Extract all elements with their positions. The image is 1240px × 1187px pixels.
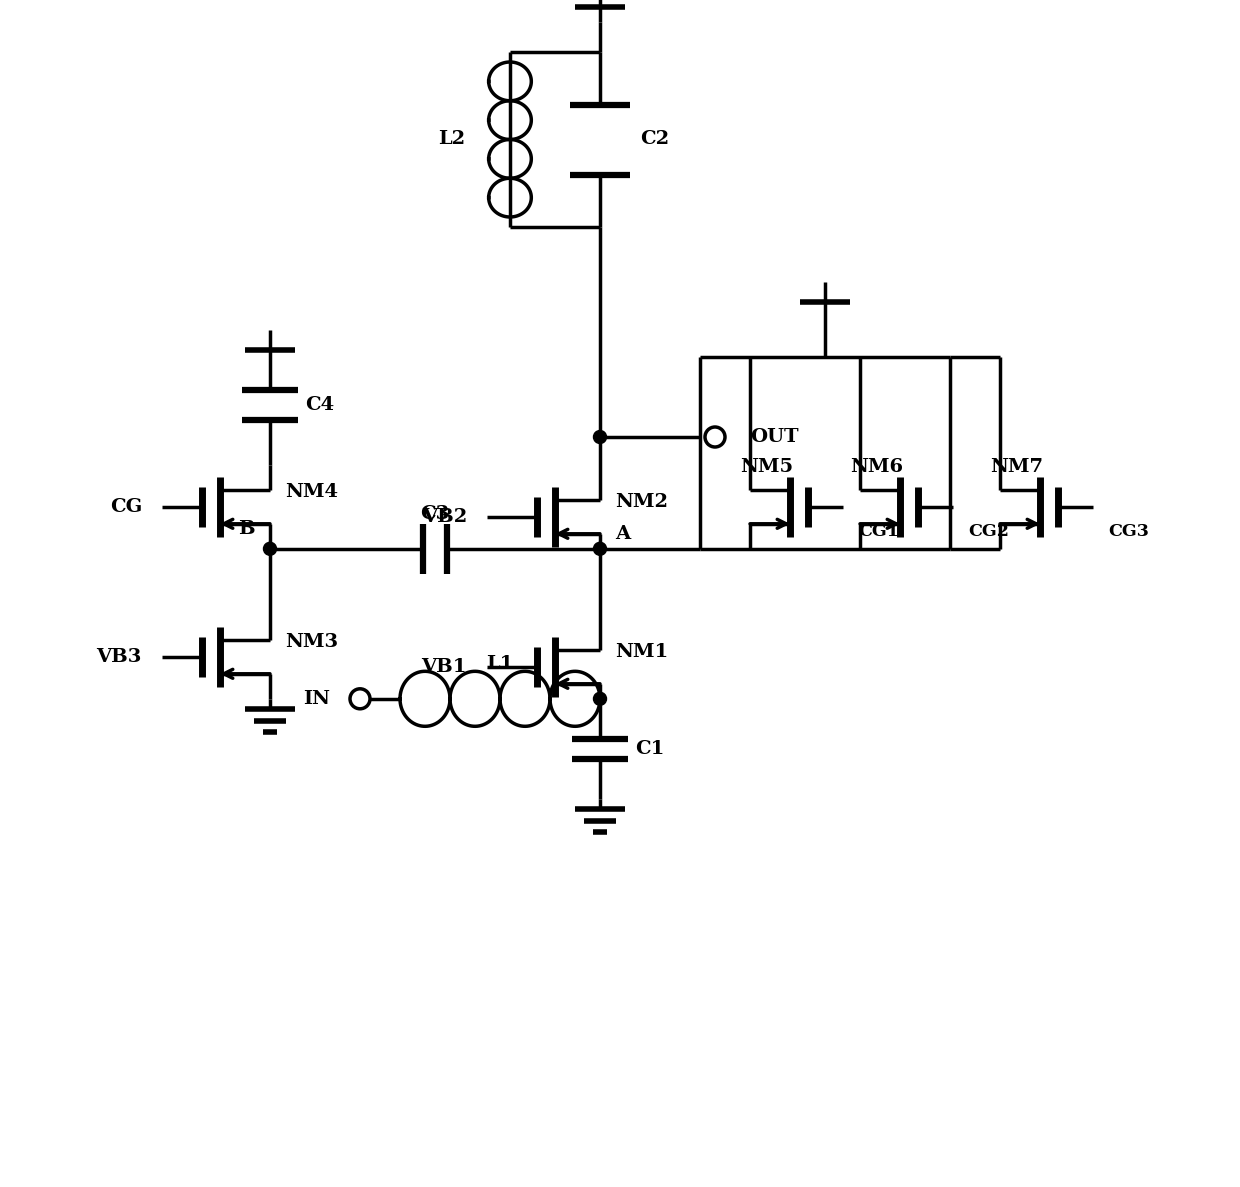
- Text: NM2: NM2: [615, 493, 668, 510]
- Text: IN: IN: [303, 690, 330, 707]
- Text: VB2: VB2: [422, 508, 467, 526]
- Text: NM6: NM6: [849, 458, 903, 476]
- Text: C1: C1: [635, 740, 665, 757]
- Text: CG: CG: [110, 499, 143, 516]
- Circle shape: [350, 688, 370, 709]
- Text: CG1: CG1: [858, 523, 899, 540]
- Text: NM7: NM7: [990, 458, 1043, 476]
- Circle shape: [594, 692, 606, 705]
- Text: NM4: NM4: [285, 483, 339, 501]
- Text: A: A: [615, 525, 630, 542]
- Circle shape: [706, 427, 725, 447]
- Text: C3: C3: [420, 504, 450, 522]
- Text: L1: L1: [486, 655, 513, 673]
- Text: B: B: [238, 520, 255, 538]
- Circle shape: [594, 542, 606, 556]
- Text: NM5: NM5: [740, 458, 794, 476]
- Text: C4: C4: [305, 396, 334, 414]
- Text: VB1: VB1: [422, 658, 467, 677]
- Text: NM3: NM3: [285, 633, 339, 650]
- Text: CG2: CG2: [968, 523, 1009, 540]
- Text: C2: C2: [640, 131, 670, 148]
- Circle shape: [594, 431, 606, 444]
- Text: NM1: NM1: [615, 643, 668, 661]
- Text: CG3: CG3: [1109, 523, 1149, 540]
- Text: VB3: VB3: [97, 648, 143, 666]
- Circle shape: [263, 542, 277, 556]
- Text: L2: L2: [438, 131, 465, 148]
- Text: OUT: OUT: [750, 429, 799, 446]
